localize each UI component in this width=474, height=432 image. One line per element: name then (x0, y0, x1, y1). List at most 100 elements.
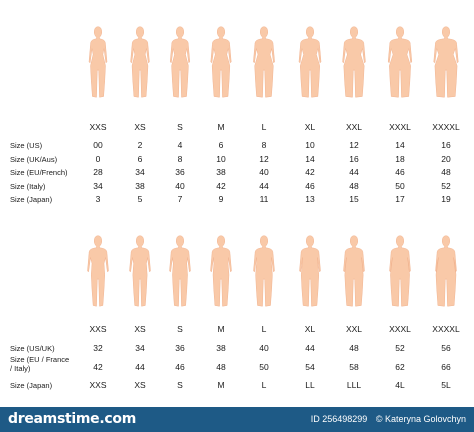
size-value: 17 (395, 194, 405, 204)
female-body-silhouette (169, 26, 191, 98)
size-table-row: Size (Italy) 34 38 40 42 44 46 48 50 52 (0, 180, 474, 192)
women-size-letter-row: XXS XS S M L XL XXL XXXL XXXXL (0, 121, 474, 133)
female-body-silhouette (298, 26, 322, 98)
size-value: 5 (137, 194, 143, 204)
size-value: 38 (135, 181, 145, 191)
size-value: 8 (261, 140, 267, 150)
size-letter: XXXXL (432, 122, 460, 132)
female-body-silhouette (342, 26, 366, 98)
female-body-silhouette (433, 26, 459, 98)
size-letter: XXL (345, 122, 363, 132)
male-figure-l (249, 223, 279, 319)
size-letter: XXXL (389, 324, 411, 334)
size-value: 4L (395, 380, 405, 390)
size-value: 48 (441, 167, 451, 177)
female-figure-xxxxl (431, 12, 461, 112)
image-credit: ID 256498299 © Kateryna Golovchyn (305, 414, 466, 424)
female-figure-xs (125, 12, 155, 112)
size-letter: XXXXL (432, 324, 460, 334)
size-row-label: Size (Japan) (10, 381, 53, 390)
size-value: 38 (216, 343, 226, 353)
size-value: 9 (218, 194, 224, 204)
male-body-silhouette (129, 235, 151, 307)
size-row-label: Size (Italy) (10, 182, 46, 191)
size-value: 15 (349, 194, 359, 204)
size-value: 16 (349, 154, 359, 164)
size-value: 7 (177, 194, 183, 204)
size-letter: L (261, 122, 267, 132)
size-value: 42 (305, 167, 315, 177)
female-figure-l (249, 12, 279, 112)
size-value: 48 (349, 343, 359, 353)
size-value: 3 (95, 194, 101, 204)
size-value: 52 (395, 343, 405, 353)
male-body-silhouette (299, 235, 321, 307)
size-value: 50 (395, 181, 405, 191)
male-body-silhouette (169, 235, 191, 307)
male-body-silhouette (87, 235, 109, 307)
size-letter: S (177, 122, 183, 132)
size-value: 34 (135, 167, 145, 177)
male-figure-xxs (83, 223, 113, 319)
female-body-silhouette (253, 26, 275, 98)
brand-logo: dreamstime.com (8, 411, 136, 427)
image-id: ID 256498299 (310, 414, 368, 424)
size-letter: XS (134, 324, 146, 334)
female-figure-xxxl (385, 12, 415, 112)
size-row-label: Size (UK/Aus) (10, 155, 58, 164)
size-letter: XXS (89, 122, 107, 132)
size-value: S (177, 380, 183, 390)
size-value: 14 (305, 154, 315, 164)
size-value: 40 (259, 167, 269, 177)
female-body-silhouette (210, 26, 232, 98)
size-value: 66 (441, 362, 451, 372)
female-figure-xl (295, 12, 325, 112)
size-table-row: Size (Japan) 3 5 7 9 11 13 15 17 19 (0, 193, 474, 205)
size-value: 16 (441, 140, 451, 150)
size-value: 12 (259, 154, 269, 164)
size-value: 56 (441, 343, 451, 353)
size-value: XXS (89, 380, 107, 390)
size-value: 46 (395, 167, 405, 177)
size-value: 58 (349, 362, 359, 372)
male-figure-xl (295, 223, 325, 319)
size-value: 44 (259, 181, 269, 191)
size-value: 42 (93, 362, 103, 372)
size-table-row: Size (US/UK) 32 34 36 38 40 44 48 52 56 (0, 342, 474, 354)
size-letter: XL (304, 122, 316, 132)
size-value: 28 (93, 167, 103, 177)
size-row-label: Size (EU/French) (10, 168, 68, 177)
female-body-silhouette (387, 26, 413, 98)
size-value: 36 (175, 167, 185, 177)
size-value: 32 (93, 343, 103, 353)
female-body-silhouette (130, 26, 150, 98)
size-value: 8 (177, 154, 183, 164)
watermark-footer: dreamstime.com ID 256498299 © Kateryna G… (0, 407, 474, 432)
female-body-silhouette (88, 26, 108, 98)
size-row-label: Size (US) (10, 141, 43, 150)
size-table-row: Size (EU / France / Italy) 42 44 46 48 50 54 58… (0, 355, 474, 373)
size-letter: S (177, 324, 183, 334)
size-row-label: Size (US/UK) (10, 344, 55, 353)
male-figure-xxxl (385, 223, 415, 319)
men-size-chart: XXS XS S M L XL XXL XXXL XXXXL Size (US/UK) 32 34 3… (0, 215, 474, 397)
size-value: 40 (175, 181, 185, 191)
size-value: 34 (135, 343, 145, 353)
size-value: 00 (93, 140, 103, 150)
size-value: 20 (441, 154, 451, 164)
women-size-chart: XXS XS S M L XL XXL XXXL XXXXL Size (US) 00 2 4 6 8 10… (0, 0, 474, 215)
female-figure-m (206, 12, 236, 112)
male-body-silhouette (435, 235, 457, 307)
male-body-silhouette (210, 235, 232, 307)
size-value: 48 (216, 362, 226, 372)
size-value: 13 (305, 194, 315, 204)
size-value: 40 (259, 343, 269, 353)
size-letter: M (217, 324, 225, 334)
size-value: 46 (175, 362, 185, 372)
size-table-row: Size (EU/French) 28 34 36 38 40 42 44 46 48 (0, 166, 474, 178)
size-value: LL (305, 380, 315, 390)
size-value: 36 (175, 343, 185, 353)
size-value: 54 (305, 362, 315, 372)
size-value: 38 (216, 167, 226, 177)
size-value: 48 (349, 181, 359, 191)
